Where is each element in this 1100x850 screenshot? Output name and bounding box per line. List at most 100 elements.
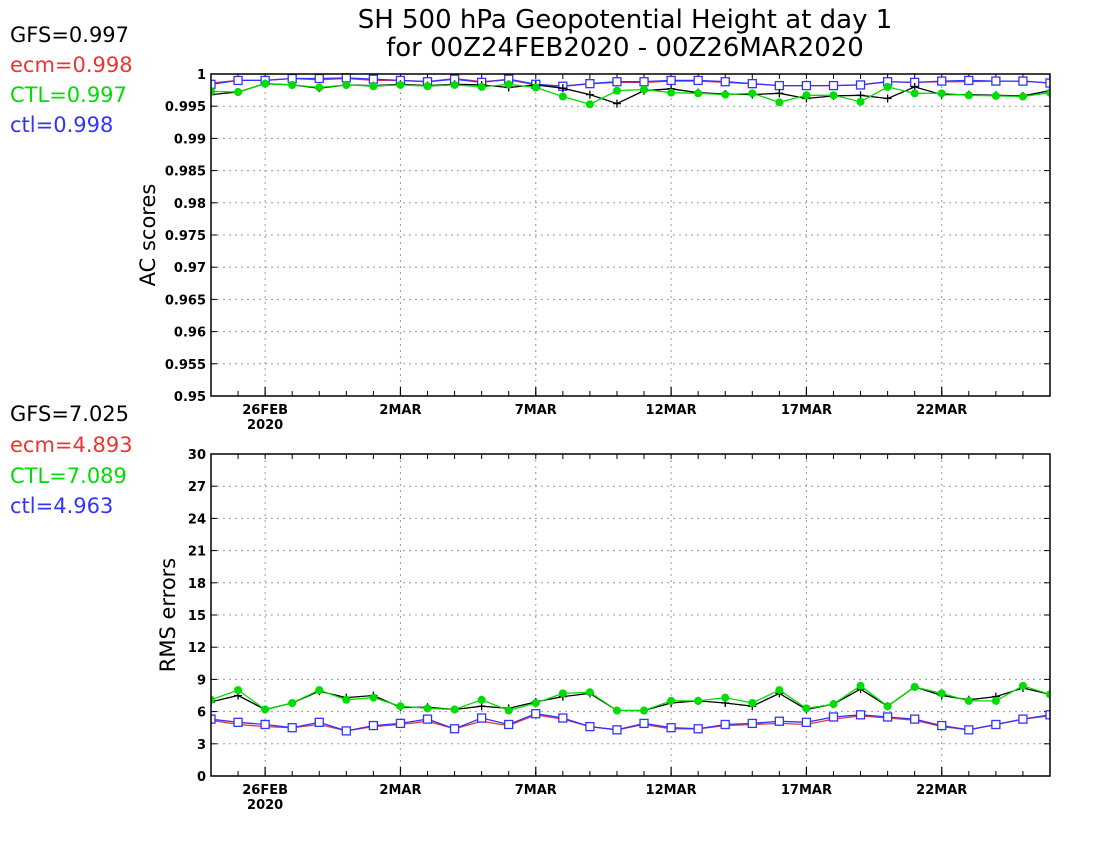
- point-ctl: [910, 714, 920, 724]
- point-CTL: [937, 689, 946, 698]
- y-tick-label: 1: [197, 68, 206, 83]
- point-CTL: [964, 696, 973, 705]
- point-ctl: [964, 725, 974, 735]
- point-ctl: [395, 718, 406, 729]
- point-CTL: [883, 702, 892, 711]
- y-tick-label: 12: [188, 641, 206, 656]
- y-tick-label: 6: [197, 706, 206, 721]
- point-ctl: [666, 75, 676, 86]
- point-CTL: [211, 695, 215, 704]
- point-ctl: [211, 79, 216, 89]
- point-CTL: [721, 693, 730, 702]
- point-ctl: [368, 720, 379, 731]
- point-ctl: [585, 79, 595, 89]
- point-ctl: [937, 720, 947, 731]
- point-CTL: [423, 704, 432, 713]
- point-CTL: [558, 92, 567, 101]
- point-CTL: [991, 696, 1000, 705]
- legend-stat-ecm: ecm=0.998: [10, 53, 133, 77]
- point-CTL: [211, 87, 215, 96]
- y-tick-label: 0.95: [174, 390, 206, 405]
- y-tick-label: 21: [188, 545, 206, 560]
- point-ctl: [639, 77, 649, 87]
- point-CTL: [667, 88, 676, 97]
- y-axis-label: RMS errors: [156, 558, 180, 673]
- point-GFS: [585, 90, 594, 99]
- point-CTL: [450, 705, 459, 714]
- point-CTL: [640, 85, 649, 94]
- point-CTL: [802, 704, 811, 713]
- point-GFS: [211, 90, 215, 99]
- point-ctl: [828, 80, 839, 91]
- point-CTL: [640, 706, 649, 715]
- y-tick-label: 30: [188, 448, 206, 463]
- point-ctl: [801, 80, 812, 91]
- point-CTL: [288, 80, 297, 89]
- point-ctl: [964, 75, 974, 86]
- point-CTL: [504, 706, 513, 715]
- point-CTL: [342, 695, 351, 704]
- legend-stat-CTL: CTL=7.089: [10, 464, 127, 488]
- y-tick-label: 0.97: [174, 261, 206, 276]
- y-tick-label: 0: [197, 770, 206, 785]
- point-CTL: [991, 91, 1000, 100]
- x-tick-label: 17MAR: [781, 783, 832, 798]
- point-CTL: [396, 702, 405, 711]
- point-ctl: [449, 724, 460, 734]
- point-CTL: [694, 696, 703, 705]
- point-CTL: [964, 91, 973, 100]
- point-CTL: [910, 682, 919, 691]
- x-tick-label: 17MAR: [781, 403, 832, 418]
- point-CTL: [721, 90, 730, 99]
- point-ctl: [774, 80, 785, 91]
- point-ctl: [991, 719, 1001, 730]
- point-CTL: [450, 80, 459, 89]
- x-tick-label: 7MAR: [515, 783, 557, 798]
- plot-frame: [210, 73, 1051, 397]
- point-GFS: [775, 89, 784, 98]
- point-CTL: [694, 89, 703, 98]
- point-ctl: [855, 80, 866, 90]
- y-tick-label: 0.99: [174, 132, 206, 147]
- y-tick-label: 18: [188, 577, 206, 592]
- point-CTL: [342, 80, 351, 89]
- y-tick-label: 9: [197, 673, 206, 688]
- point-CTL: [315, 686, 324, 695]
- point-CTL: [234, 686, 243, 695]
- y-tick-label: 0.98: [174, 197, 206, 212]
- x-tick-label-year: 2020: [247, 798, 283, 813]
- point-ctl: [937, 76, 947, 86]
- point-ctl: [612, 77, 622, 87]
- point-ctl: [314, 73, 324, 84]
- point-CTL: [477, 82, 486, 91]
- x-tick-label: 22MAR: [916, 783, 967, 798]
- series-CTL: [211, 79, 1050, 109]
- point-ctl: [693, 75, 703, 86]
- y-tick-label: 0.985: [165, 165, 206, 180]
- point-CTL: [856, 681, 865, 690]
- y-tick-label: 0.995: [165, 100, 206, 115]
- point-CTL: [234, 88, 243, 97]
- legend-stat-GFS: GFS=7.025: [10, 402, 129, 426]
- chart-title-line2: for 00Z24FEB2020 - 00Z26MAR2020: [386, 33, 864, 63]
- point-ctl: [612, 725, 622, 735]
- point-ctl: [666, 723, 676, 733]
- point-GFS: [558, 84, 567, 93]
- chart-panel-1: 0.95 0.955 0.96 0.965 0.97 0.975 0.98 0.985 0.99…: [10, 23, 1051, 433]
- point-ctl: [341, 726, 351, 736]
- point-CTL: [612, 86, 621, 95]
- point-ctl: [314, 717, 324, 727]
- point-ctl: [882, 712, 893, 722]
- y-tick-label: 0.955: [165, 358, 206, 373]
- point-CTL: [315, 83, 324, 92]
- x-tick-label: 7MAR: [515, 403, 557, 418]
- point-CTL: [910, 89, 919, 98]
- point-ctl: [585, 721, 595, 732]
- point-ctl: [1045, 78, 1050, 88]
- point-CTL: [369, 82, 378, 91]
- series-ctl: [211, 709, 1050, 736]
- point-CTL: [585, 688, 594, 697]
- point-ctl: [747, 718, 757, 729]
- series-CTL: [211, 681, 1050, 715]
